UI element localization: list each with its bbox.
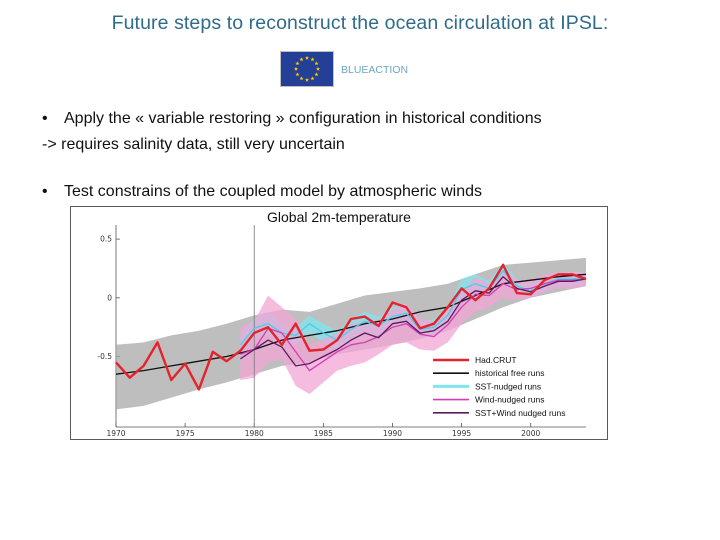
- series-sst-nudged-runs: [239, 270, 587, 346]
- slide-title: Future steps to reconstruct the ocean ci…: [111, 12, 609, 34]
- legend-label: SST+Wind nudged runs: [475, 408, 565, 418]
- series-had-crut: [115, 263, 587, 391]
- chart-canvas: 0.5 0 -0.5 1970 1975 1980 1985 1990 1995 2000 Had.…: [97, 225, 587, 438]
- y-tick-label: 0: [107, 293, 112, 302]
- x-tick-label: 1990: [383, 429, 402, 438]
- bullet-2-text: Test constrains of the coupled model by …: [64, 183, 482, 200]
- logo-text: BLUEACTION: [341, 64, 409, 76]
- star-icon: [295, 61, 300, 66]
- star-icon: [314, 72, 319, 77]
- chart-title: Global 2m-temperature: [267, 209, 411, 225]
- bullet-2: • Test constrains of the coupled model by…: [42, 183, 482, 201]
- x-tick-label: 1975: [176, 429, 195, 438]
- series-historical-free-runs: [115, 273, 587, 375]
- star-icon: [310, 76, 315, 81]
- y-tick-label: 0.5: [100, 235, 112, 244]
- series-wind-nudged-runs: [240, 278, 587, 372]
- star-icon: [304, 55, 310, 60]
- temperature-chart: 0.5 0 -0.5 1970 1975 1980 1985 1990 1995 2000 Had.…: [70, 206, 608, 440]
- bullet-1: • Apply the « variable restoring » config…: [42, 110, 542, 128]
- x-tick-label: 1995: [452, 429, 471, 438]
- series-sst-wind-nudged-runs: [240, 276, 587, 367]
- bullet-dot-icon: •: [42, 183, 48, 200]
- legend-label: historical free runs: [475, 368, 544, 378]
- eu-flag-icon: [281, 52, 333, 86]
- legend-label: Had.CRUT: [475, 355, 517, 365]
- eu-stars: [293, 55, 321, 82]
- x-tick-label: 1980: [245, 429, 264, 438]
- legend: Had.CRUT historical free runs SST-nudged r…: [433, 355, 565, 418]
- star-icon: [310, 57, 315, 62]
- x-tick-label: 2000: [521, 429, 540, 438]
- bullet-1-continuation: -> requires salinity data, still very un…: [42, 136, 345, 153]
- star-icon: [314, 61, 319, 66]
- legend-label: SST-nudged runs: [475, 381, 541, 391]
- x-tick-label: 1970: [106, 429, 125, 438]
- star-icon: [315, 66, 321, 71]
- bullet-dot-icon: •: [42, 110, 48, 127]
- star-icon: [304, 77, 310, 82]
- star-icon: [299, 57, 304, 62]
- x-tick-label: 1985: [314, 429, 333, 438]
- bullet-1-text: Apply the « variable restoring » configu…: [64, 110, 542, 127]
- star-icon: [293, 66, 299, 71]
- band-sst-nudged-runs: [240, 262, 586, 355]
- star-icon: [295, 72, 300, 77]
- y-tick-label: -0.5: [97, 352, 112, 361]
- star-icon: [299, 76, 304, 81]
- band-wind-nudged-runs: [240, 269, 586, 395]
- legend-label: Wind-nudged runs: [475, 395, 544, 405]
